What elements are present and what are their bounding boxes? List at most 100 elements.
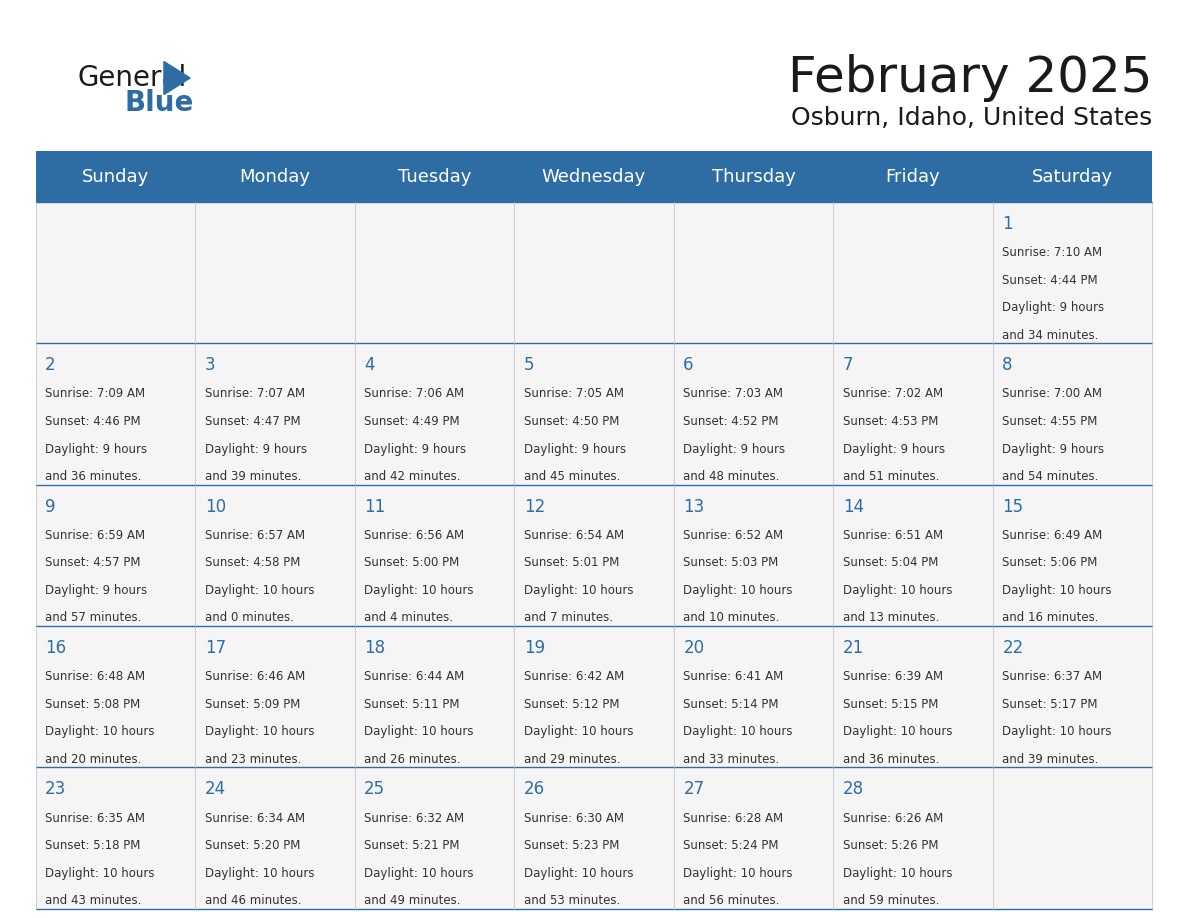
Text: Thursday: Thursday [712,168,796,185]
Text: Sunset: 4:47 PM: Sunset: 4:47 PM [204,415,301,428]
Text: Sunset: 4:44 PM: Sunset: 4:44 PM [1003,274,1098,286]
Text: 12: 12 [524,498,545,516]
Text: Sunrise: 6:39 AM: Sunrise: 6:39 AM [842,670,943,683]
FancyBboxPatch shape [993,343,1152,485]
FancyBboxPatch shape [36,767,195,909]
FancyBboxPatch shape [195,485,355,626]
Text: 21: 21 [842,639,864,657]
Text: Sunrise: 6:26 AM: Sunrise: 6:26 AM [842,812,943,824]
Text: and 51 minutes.: and 51 minutes. [842,470,940,483]
FancyBboxPatch shape [355,343,514,485]
FancyBboxPatch shape [833,485,993,626]
Text: and 36 minutes.: and 36 minutes. [45,470,141,483]
FancyBboxPatch shape [195,767,355,909]
Text: Monday: Monday [240,168,310,185]
Text: Sunrise: 6:46 AM: Sunrise: 6:46 AM [204,670,305,683]
FancyBboxPatch shape [993,767,1152,909]
FancyBboxPatch shape [993,202,1152,343]
Text: Sunrise: 7:10 AM: Sunrise: 7:10 AM [1003,246,1102,259]
Text: and 10 minutes.: and 10 minutes. [683,611,779,624]
Text: Sunset: 5:09 PM: Sunset: 5:09 PM [204,698,301,711]
Text: Daylight: 10 hours: Daylight: 10 hours [683,867,792,879]
FancyBboxPatch shape [514,626,674,767]
FancyBboxPatch shape [674,202,833,343]
Polygon shape [164,62,190,95]
Text: Sunrise: 7:07 AM: Sunrise: 7:07 AM [204,387,305,400]
Text: and 56 minutes.: and 56 minutes. [683,894,779,907]
Text: Sunset: 5:18 PM: Sunset: 5:18 PM [45,839,140,852]
FancyBboxPatch shape [674,485,833,626]
Text: Sunrise: 6:59 AM: Sunrise: 6:59 AM [45,529,145,542]
Text: Sunrise: 6:42 AM: Sunrise: 6:42 AM [524,670,624,683]
Text: Sunset: 5:20 PM: Sunset: 5:20 PM [204,839,301,852]
Text: and 13 minutes.: and 13 minutes. [842,611,940,624]
Text: Sunset: 4:49 PM: Sunset: 4:49 PM [365,415,460,428]
FancyBboxPatch shape [195,626,355,767]
Text: Daylight: 10 hours: Daylight: 10 hours [45,867,154,879]
Text: Sunrise: 6:37 AM: Sunrise: 6:37 AM [1003,670,1102,683]
Text: Sunset: 4:58 PM: Sunset: 4:58 PM [204,556,301,569]
FancyBboxPatch shape [355,202,514,343]
Text: Sunset: 5:14 PM: Sunset: 5:14 PM [683,698,779,711]
Text: 19: 19 [524,639,545,657]
Text: Sunrise: 6:34 AM: Sunrise: 6:34 AM [204,812,305,824]
Text: 26: 26 [524,780,545,799]
Text: 3: 3 [204,356,215,375]
FancyBboxPatch shape [355,767,514,909]
Text: 4: 4 [365,356,374,375]
FancyBboxPatch shape [833,626,993,767]
Text: Blue: Blue [125,89,194,117]
Text: Sunset: 5:26 PM: Sunset: 5:26 PM [842,839,939,852]
Text: Daylight: 9 hours: Daylight: 9 hours [683,442,785,455]
Text: 7: 7 [842,356,853,375]
Text: 13: 13 [683,498,704,516]
Text: 11: 11 [365,498,385,516]
Text: Sunrise: 6:52 AM: Sunrise: 6:52 AM [683,529,783,542]
Text: Daylight: 10 hours: Daylight: 10 hours [365,584,474,597]
Text: and 39 minutes.: and 39 minutes. [204,470,301,483]
Text: 16: 16 [45,639,67,657]
Text: Daylight: 10 hours: Daylight: 10 hours [842,867,953,879]
Text: Wednesday: Wednesday [542,168,646,185]
Text: Sunrise: 6:41 AM: Sunrise: 6:41 AM [683,670,784,683]
Text: Sunrise: 7:03 AM: Sunrise: 7:03 AM [683,387,783,400]
Text: Sunrise: 6:48 AM: Sunrise: 6:48 AM [45,670,145,683]
FancyBboxPatch shape [514,343,674,485]
Text: and 53 minutes.: and 53 minutes. [524,894,620,907]
Text: Daylight: 10 hours: Daylight: 10 hours [842,584,953,597]
Text: Daylight: 10 hours: Daylight: 10 hours [204,867,314,879]
Text: Sunrise: 6:57 AM: Sunrise: 6:57 AM [204,529,305,542]
Text: Sunrise: 7:02 AM: Sunrise: 7:02 AM [842,387,943,400]
Text: and 36 minutes.: and 36 minutes. [842,753,940,766]
Text: and 16 minutes.: and 16 minutes. [1003,611,1099,624]
Text: Sunrise: 6:51 AM: Sunrise: 6:51 AM [842,529,943,542]
Text: February 2025: February 2025 [788,54,1152,102]
Text: Sunrise: 6:56 AM: Sunrise: 6:56 AM [365,529,465,542]
Text: 27: 27 [683,780,704,799]
Text: Sunrise: 6:28 AM: Sunrise: 6:28 AM [683,812,783,824]
FancyBboxPatch shape [514,767,674,909]
Text: and 23 minutes.: and 23 minutes. [204,753,301,766]
Text: Daylight: 9 hours: Daylight: 9 hours [365,442,467,455]
Text: and 59 minutes.: and 59 minutes. [842,894,940,907]
Text: Daylight: 9 hours: Daylight: 9 hours [524,442,626,455]
Text: Daylight: 10 hours: Daylight: 10 hours [683,725,792,738]
Text: Daylight: 10 hours: Daylight: 10 hours [683,584,792,597]
FancyBboxPatch shape [833,343,993,485]
Text: Sunrise: 6:35 AM: Sunrise: 6:35 AM [45,812,145,824]
Text: Daylight: 10 hours: Daylight: 10 hours [1003,725,1112,738]
Text: Sunset: 5:23 PM: Sunset: 5:23 PM [524,839,619,852]
Text: 28: 28 [842,780,864,799]
FancyBboxPatch shape [833,202,993,343]
Text: Sunset: 5:17 PM: Sunset: 5:17 PM [1003,698,1098,711]
Text: Sunrise: 6:54 AM: Sunrise: 6:54 AM [524,529,624,542]
Text: Sunset: 4:50 PM: Sunset: 4:50 PM [524,415,619,428]
Text: 10: 10 [204,498,226,516]
Text: Daylight: 10 hours: Daylight: 10 hours [365,867,474,879]
FancyBboxPatch shape [36,626,195,767]
Text: and 46 minutes.: and 46 minutes. [204,894,302,907]
Text: Sunrise: 6:49 AM: Sunrise: 6:49 AM [1003,529,1102,542]
FancyBboxPatch shape [674,767,833,909]
Text: Daylight: 10 hours: Daylight: 10 hours [204,725,314,738]
Text: and 39 minutes.: and 39 minutes. [1003,753,1099,766]
